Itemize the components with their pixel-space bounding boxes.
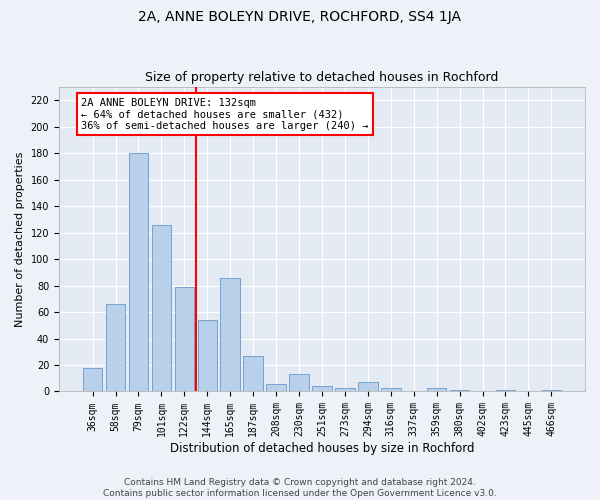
Text: 2A ANNE BOLEYN DRIVE: 132sqm
← 64% of detached houses are smaller (432)
36% of s: 2A ANNE BOLEYN DRIVE: 132sqm ← 64% of de… [81, 98, 368, 131]
Bar [427, 388, 446, 392]
Bar [542, 390, 561, 392]
Bar [496, 390, 515, 392]
Bar [106, 304, 125, 392]
Bar [266, 384, 286, 392]
Bar [152, 224, 171, 392]
Bar [197, 320, 217, 392]
Bar [381, 388, 401, 392]
Y-axis label: Number of detached properties: Number of detached properties [15, 152, 25, 327]
Bar [83, 368, 103, 392]
X-axis label: Distribution of detached houses by size in Rochford: Distribution of detached houses by size … [170, 442, 474, 455]
Text: Contains HM Land Registry data © Crown copyright and database right 2024.
Contai: Contains HM Land Registry data © Crown c… [103, 478, 497, 498]
Title: Size of property relative to detached houses in Rochford: Size of property relative to detached ho… [145, 72, 499, 85]
Bar [244, 356, 263, 392]
Text: 2A, ANNE BOLEYN DRIVE, ROCHFORD, SS4 1JA: 2A, ANNE BOLEYN DRIVE, ROCHFORD, SS4 1JA [139, 10, 461, 24]
Bar [220, 278, 240, 392]
Bar [312, 386, 332, 392]
Bar [128, 153, 148, 392]
Bar [358, 382, 377, 392]
Bar [175, 287, 194, 392]
Bar [450, 390, 469, 392]
Bar [289, 374, 309, 392]
Bar [335, 388, 355, 392]
